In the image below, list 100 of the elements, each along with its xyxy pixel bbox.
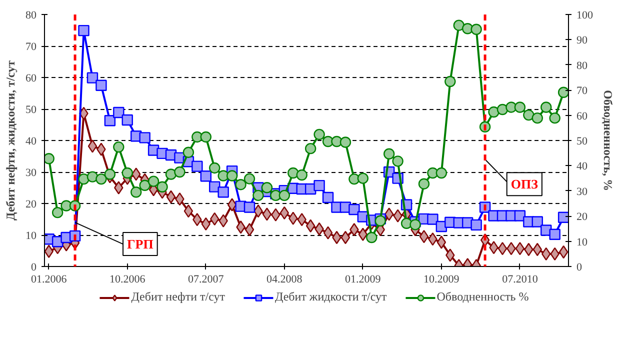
point: [366, 232, 378, 244]
y-axis-title: Дебит нефти, жидкости, т/сут: [4, 60, 18, 220]
point: [340, 230, 350, 244]
point: [218, 186, 229, 198]
point: [427, 167, 438, 179]
y-tick-label: 50: [26, 104, 37, 116]
point: [104, 168, 116, 180]
y2-tick-label: 70: [576, 85, 588, 98]
y-tick-label: 80: [26, 10, 37, 22]
point: [418, 178, 430, 190]
x-tick-label: 01.2006: [30, 274, 68, 286]
point: [470, 219, 482, 231]
point: [78, 24, 90, 36]
point: [348, 204, 360, 216]
point: [558, 245, 568, 259]
point: [436, 236, 446, 249]
point: [166, 190, 176, 204]
point: [182, 146, 194, 158]
point: [139, 180, 150, 191]
point: [496, 104, 508, 116]
ref-line-label: ОПЗ: [510, 176, 538, 192]
x-tick-label: 10.2009: [424, 274, 460, 286]
point: [532, 112, 543, 124]
point: [122, 114, 133, 126]
point: [453, 20, 464, 31]
point: [488, 106, 500, 118]
x-tick-label: 07.2007: [188, 274, 224, 286]
x-tick-label: 01.2009: [345, 274, 382, 286]
point: [348, 173, 360, 185]
point: [323, 226, 333, 240]
point: [96, 173, 107, 185]
point: [540, 102, 552, 113]
point: [314, 128, 325, 140]
point: [296, 169, 308, 181]
point: [88, 140, 98, 153]
point: [383, 148, 395, 160]
point: [227, 198, 237, 212]
legend-label: Обводненность %: [436, 290, 529, 304]
point: [218, 214, 228, 228]
y2-tick-label: 30: [576, 186, 588, 198]
x-tick-label: 10.2006: [110, 274, 146, 286]
point: [184, 204, 194, 218]
y2-tick-label: 80: [576, 60, 588, 72]
y-tick-label: 20: [26, 198, 37, 210]
point: [96, 80, 107, 91]
point: [436, 167, 448, 179]
point: [226, 170, 238, 182]
point: [288, 167, 299, 179]
point: [470, 24, 482, 35]
point: [113, 106, 124, 118]
point: [86, 171, 98, 182]
y-tick-label: 10: [26, 230, 37, 242]
legend-label: Дебит жидкости т/сут: [274, 290, 387, 304]
point: [200, 131, 212, 143]
y-tick-label: 70: [26, 41, 37, 53]
point: [78, 173, 90, 185]
point: [86, 72, 98, 84]
point: [271, 208, 280, 222]
point: [392, 156, 404, 167]
ref-line-label: ГРП: [127, 236, 154, 252]
point: [132, 168, 141, 181]
y2-tick-label: 50: [576, 136, 588, 148]
point: [340, 136, 352, 148]
x-tick-label: 07.2010: [502, 274, 538, 286]
point: [322, 192, 334, 204]
point: [113, 141, 124, 153]
point: [44, 153, 54, 164]
point: [304, 142, 316, 154]
point: [427, 214, 438, 225]
legend-label: Дебит нефти т/сут: [131, 290, 225, 304]
y2-tick-label: 20: [576, 211, 588, 224]
y-tick-label: 40: [26, 136, 37, 148]
point: [96, 142, 106, 156]
point: [52, 206, 64, 218]
point: [489, 241, 498, 254]
point: [558, 212, 568, 223]
point: [262, 208, 272, 221]
point: [200, 170, 212, 182]
point: [104, 115, 116, 126]
point: [209, 162, 220, 174]
point: [393, 209, 402, 222]
point: [444, 76, 456, 88]
point: [410, 219, 421, 230]
point: [252, 190, 264, 202]
point: [314, 180, 325, 192]
point: [532, 216, 543, 228]
point: [558, 86, 568, 98]
point: [514, 102, 526, 113]
y2-tick-label: 10: [576, 236, 588, 248]
point: [192, 160, 203, 172]
point: [542, 247, 551, 260]
point: [357, 172, 369, 184]
point: [139, 132, 150, 144]
y2-tick-label: 40: [576, 160, 588, 173]
point: [235, 179, 246, 190]
point: [514, 210, 526, 222]
point: [498, 242, 508, 256]
point: [419, 230, 429, 244]
point: [174, 166, 186, 178]
point: [122, 167, 133, 179]
